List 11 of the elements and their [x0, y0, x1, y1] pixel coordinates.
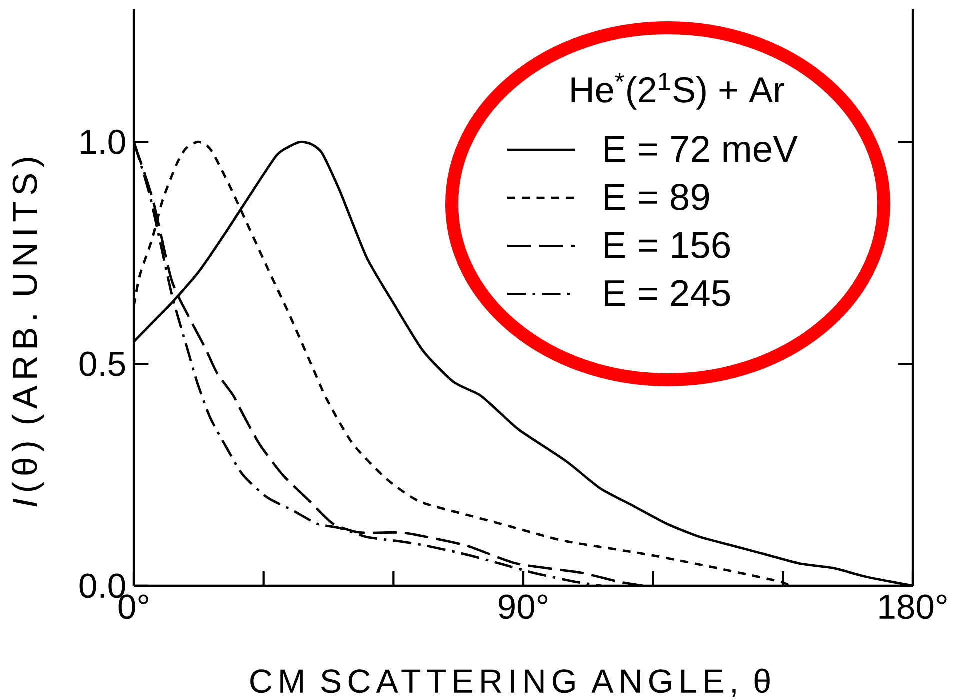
y-tick-label: 0.5	[80, 352, 126, 376]
legend-label: E = 245	[605, 280, 730, 307]
y-axis-title: I(θ) (ARB. UNITS)	[12, 158, 44, 507]
x-axis-title: CM SCATTERING ANGLE, θ	[250, 668, 770, 698]
legend-label: E = 89	[605, 184, 710, 210]
legend-label: E = 72 meV	[605, 136, 798, 162]
legend-label: E = 156	[605, 232, 730, 259]
x-tick-label: 90°	[498, 594, 548, 620]
y-tick-label: 1.0	[81, 130, 126, 154]
legend-title: He$^{*}$(2$^{1}$S) + Ar	[572, 73, 784, 110]
x-tick-label: 180°	[880, 594, 947, 620]
